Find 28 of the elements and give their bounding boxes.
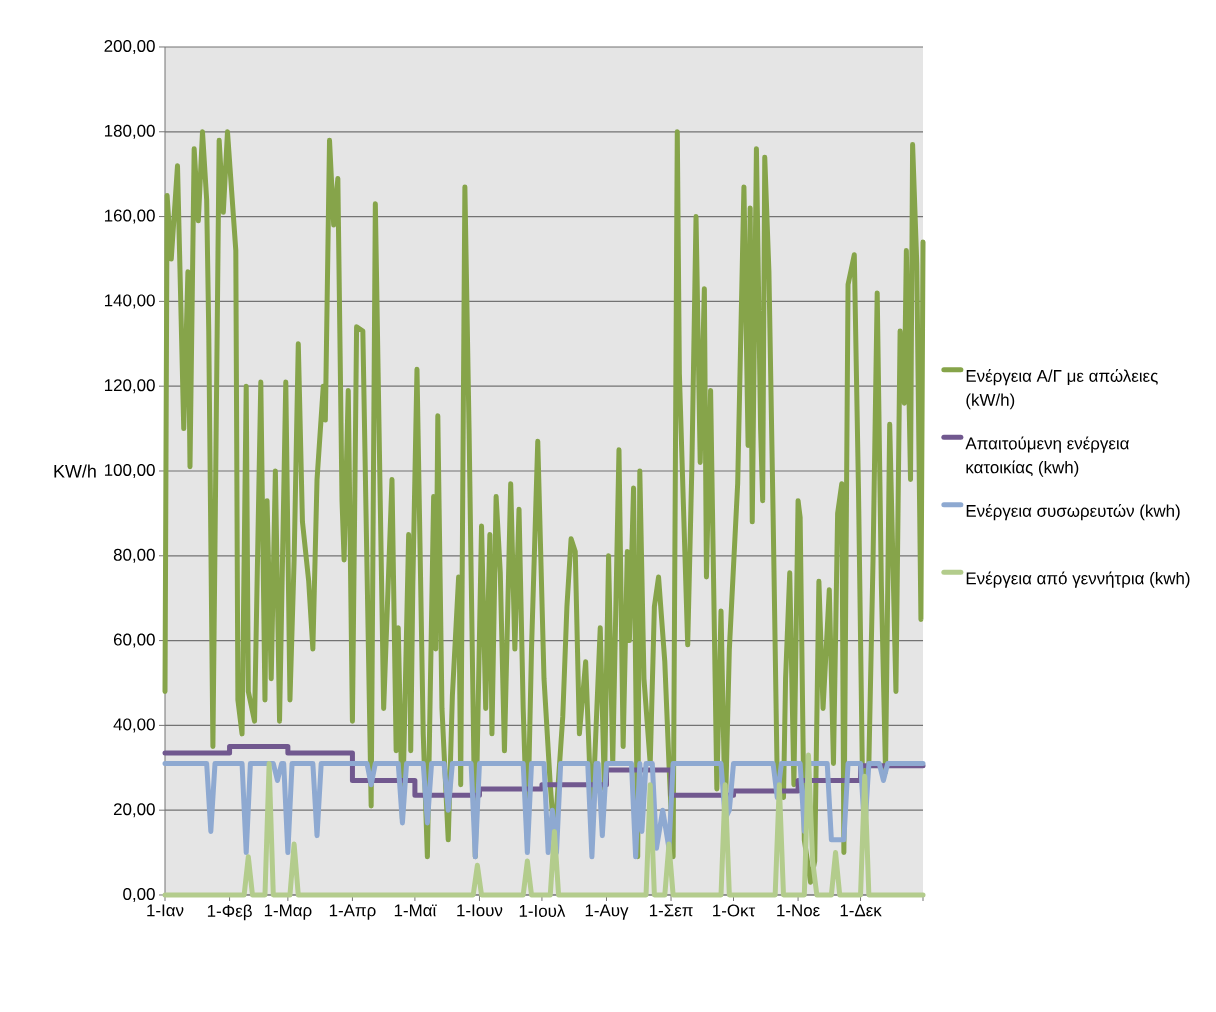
y-tick-label: 140,00 (104, 294, 155, 309)
x-tick-label: 1-Νοε (777, 904, 820, 917)
x-tick-label: 1-Απρ (329, 904, 376, 920)
legend-label: Ενέργεια Α/Γ με απώλειες (kW/h) (966, 369, 1158, 410)
legend-label: Ενέργεια από γεννήτρια (kwh) (966, 571, 1190, 588)
x-tick-label: 1-Δεκ (840, 904, 882, 917)
x-tick-label: 1-Ιουλ (519, 904, 566, 917)
y-tick-label: 120,00 (104, 379, 155, 394)
y-tick-label: 200,00 (104, 39, 155, 54)
y-tick-label: 40,00 (113, 718, 155, 733)
x-tick-label: 1-Μαϊ (394, 904, 437, 917)
x-tick-label: 1-Αυγ (585, 904, 629, 920)
x-tick-label: 1-Οκτ (713, 904, 756, 917)
x-tick-label: 1-Ιουν (457, 904, 503, 917)
legend-label: Ενέργεια συσωρευτών (kwh) (966, 503, 1180, 521)
x-tick-label: 1-Σεπ (649, 904, 693, 917)
legend-label: Απαιτούμενη ενέργεια κατοικίας (kwh) (965, 436, 1129, 477)
x-tick-label: 1-Ιαν (147, 904, 184, 917)
y-tick-label: 180,00 (104, 124, 155, 139)
y-tick-label: 80,00 (113, 548, 155, 563)
y-tick-label: 60,00 (113, 633, 155, 648)
x-tick-label: 1-Μαρ (264, 904, 312, 920)
y-tick-label: 20,00 (113, 803, 155, 818)
y-tick-label: 160,00 (104, 209, 155, 224)
x-tick-label: 1-Φεβ (207, 904, 252, 921)
y-axis-title: KW/h (54, 464, 96, 478)
y-tick-label: 0,00 (123, 887, 155, 902)
y-tick-label: 100,00 (104, 463, 155, 478)
